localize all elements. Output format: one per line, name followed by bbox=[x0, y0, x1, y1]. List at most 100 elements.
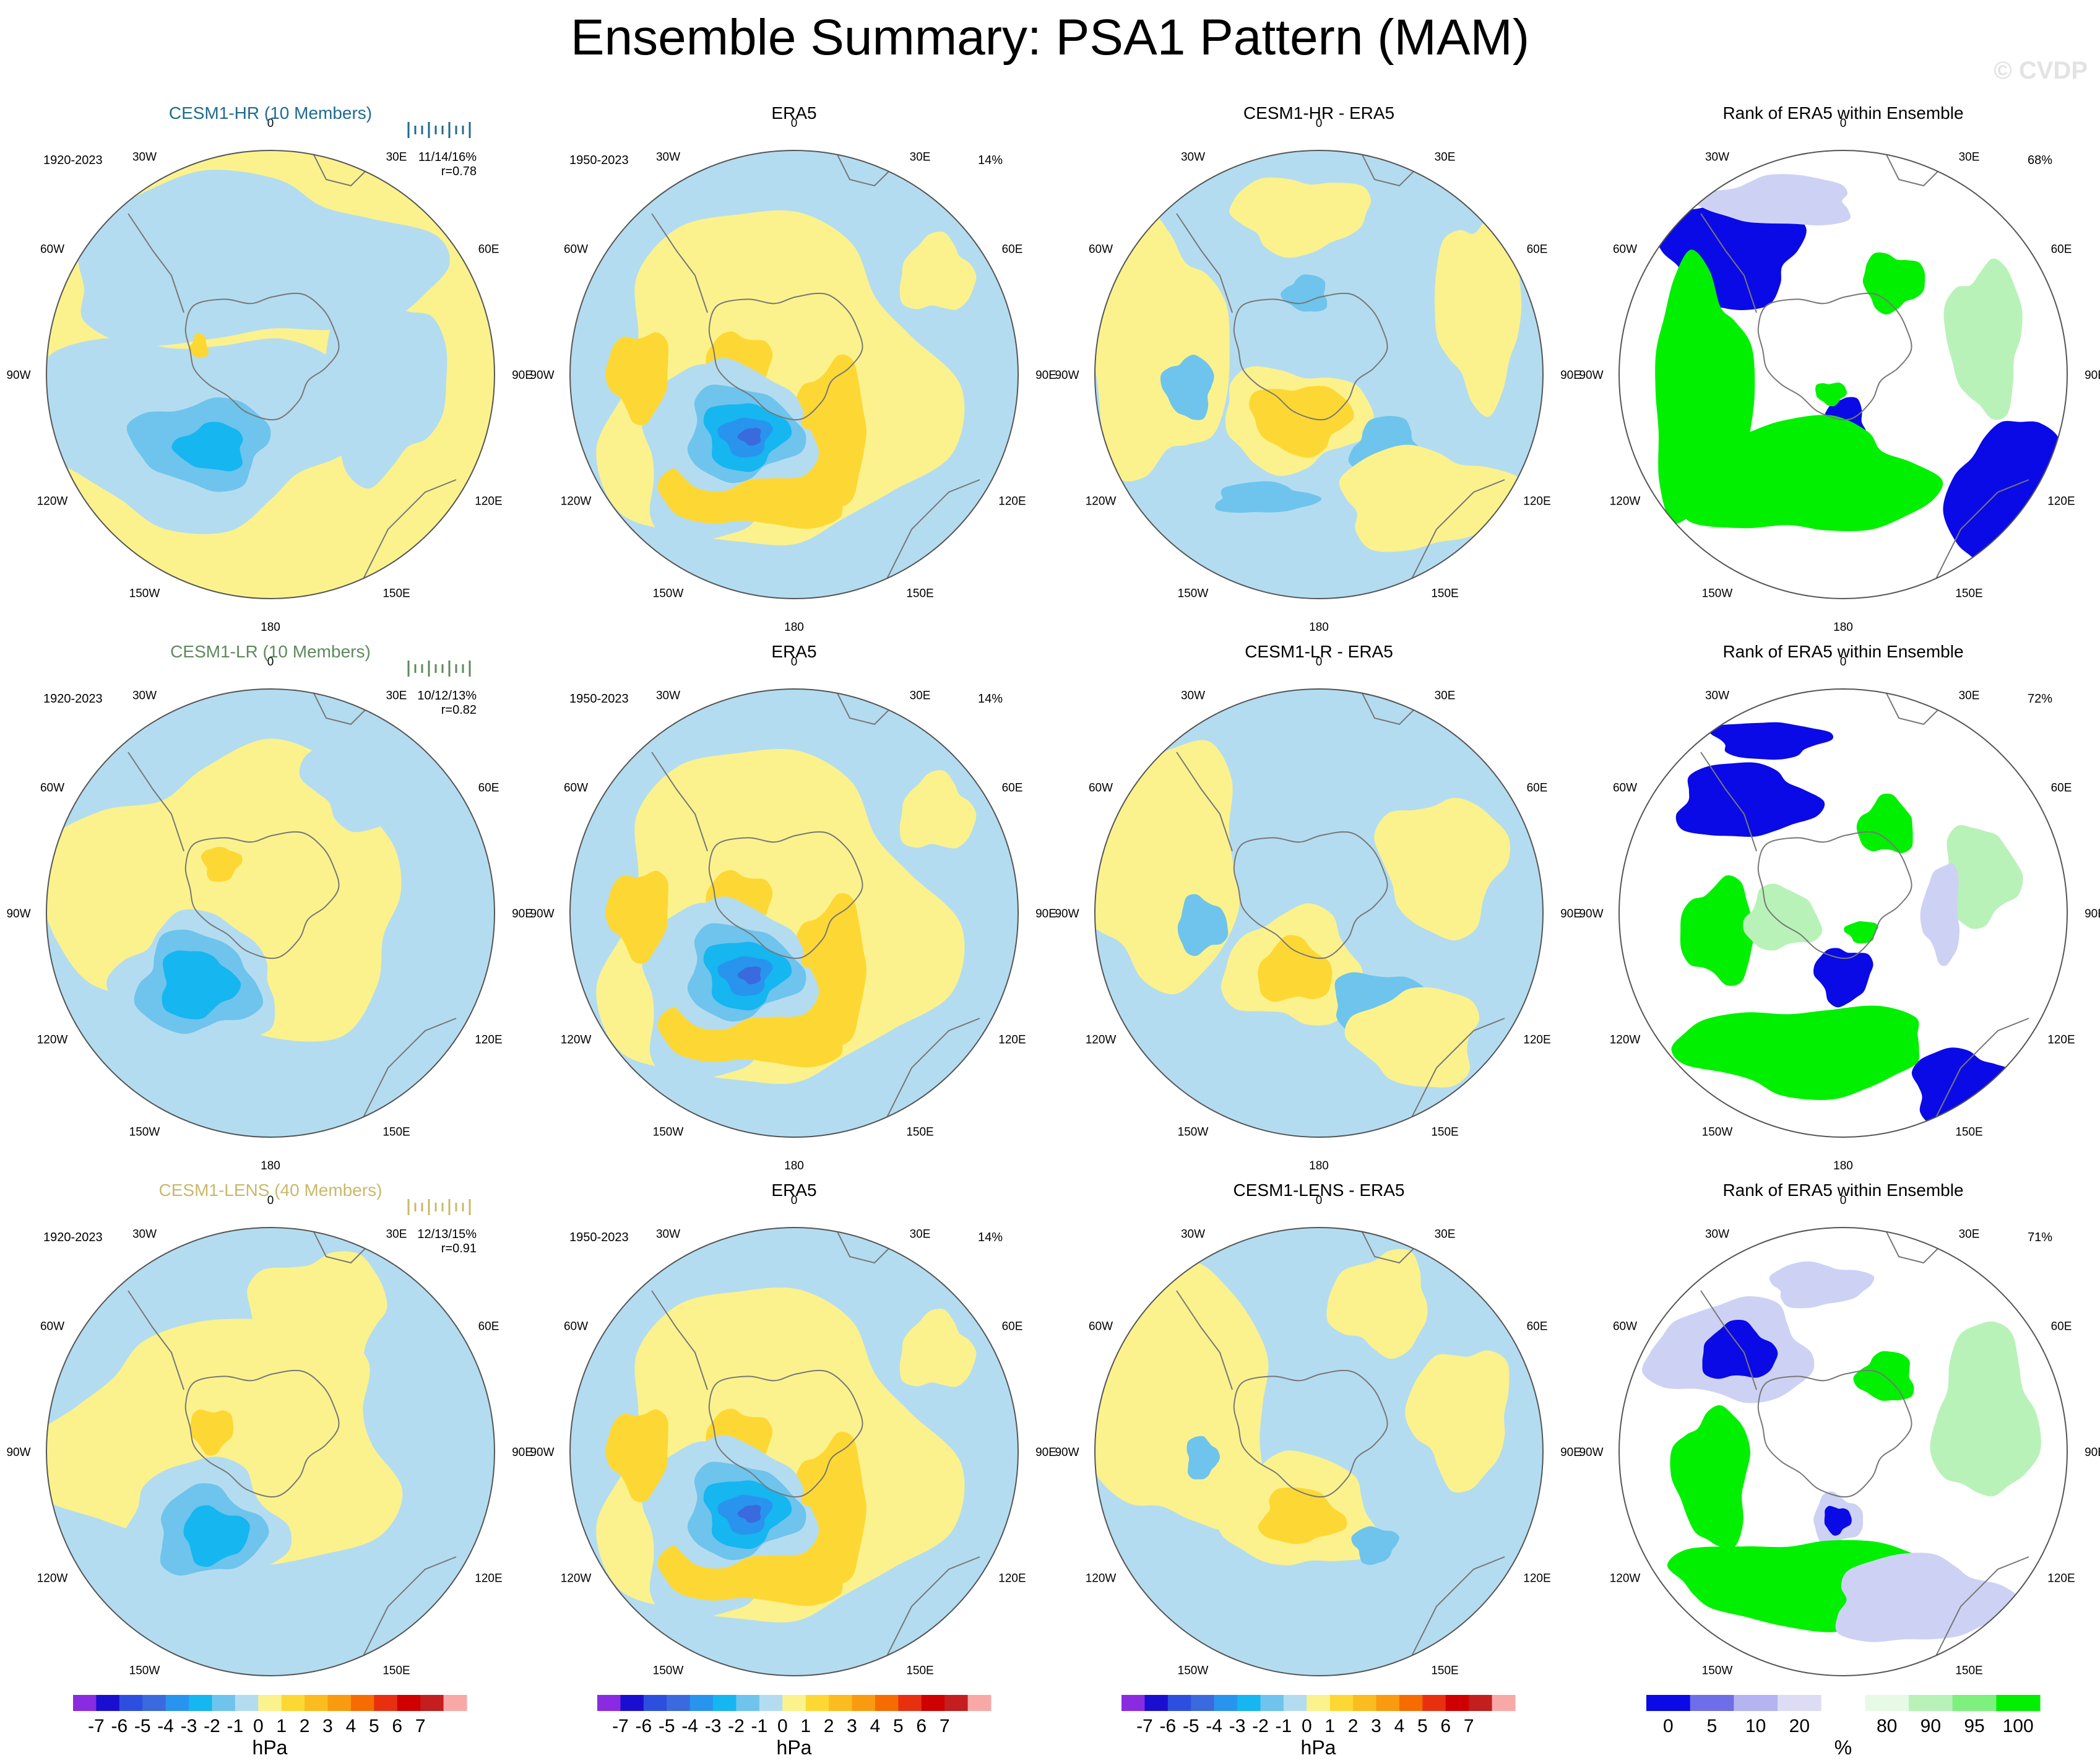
contour-region bbox=[801, 401, 823, 434]
contour-region bbox=[1671, 1005, 1920, 1100]
colorbar-swatch bbox=[1237, 1695, 1261, 1711]
africa-outline bbox=[313, 1231, 370, 1264]
longitude-label: 60W bbox=[1613, 782, 1637, 795]
longitude-label: 150W bbox=[129, 587, 160, 600]
contour-region bbox=[605, 332, 668, 425]
model-r: r=0.91 bbox=[441, 1242, 477, 1255]
colorbar-swatch bbox=[350, 1695, 374, 1711]
longitude-label: 90W bbox=[6, 907, 30, 920]
contour-region bbox=[1351, 1526, 1399, 1566]
longitude-label: 180 bbox=[261, 621, 280, 634]
contour-region bbox=[899, 1309, 977, 1387]
antarctica-outline bbox=[184, 831, 340, 959]
longitude-label: 90W bbox=[1055, 1446, 1079, 1459]
obs-pct: 14% bbox=[978, 1231, 1003, 1244]
contour-region bbox=[1258, 1488, 1347, 1544]
colorbar-label: -4 bbox=[157, 1716, 174, 1736]
longitude-label: 30W bbox=[1705, 151, 1729, 164]
longitude-label: 90W bbox=[1579, 1446, 1603, 1459]
contour-region bbox=[1229, 177, 1372, 258]
colorbar-swatch bbox=[142, 1695, 166, 1711]
model-period: 1920-2023 bbox=[43, 1231, 103, 1244]
colorbar-unit: hPa bbox=[777, 1736, 812, 1759]
africa-outline bbox=[1886, 154, 1943, 187]
australia-outline bbox=[1411, 1018, 1505, 1118]
colorbar-swatch bbox=[327, 1695, 352, 1711]
colorbar-swatch bbox=[967, 1695, 992, 1711]
longitude-label: 30W bbox=[656, 690, 680, 703]
longitude-label: 30W bbox=[132, 1228, 157, 1241]
colorbar-swatch bbox=[281, 1695, 305, 1711]
colorbar-swatch bbox=[1399, 1695, 1423, 1711]
south-america-outline bbox=[127, 213, 184, 313]
australia-outline bbox=[1411, 479, 1505, 579]
contour-region bbox=[1670, 1405, 1750, 1549]
map-field bbox=[1619, 689, 2067, 1137]
longitude-label: 120E bbox=[2047, 1034, 2075, 1047]
antarctica-outline bbox=[1757, 831, 1912, 959]
colorbar-label: 90 bbox=[1921, 1716, 1941, 1736]
contour-region bbox=[1095, 740, 1240, 995]
map-field bbox=[570, 689, 1018, 1137]
contour-region bbox=[189, 333, 209, 358]
south-america-outline bbox=[1176, 752, 1233, 852]
longitude-label: 0 bbox=[1316, 117, 1323, 130]
longitude-label: 0 bbox=[1840, 117, 1847, 130]
longitude-label: 60E bbox=[2051, 243, 2072, 256]
colorbar-unit: % bbox=[1834, 1736, 1852, 1759]
longitude-label: 90W bbox=[1579, 907, 1603, 920]
contour-region bbox=[1405, 1350, 1510, 1493]
contour-region bbox=[1743, 883, 1823, 951]
south-america-outline bbox=[1176, 213, 1233, 313]
antarctica-outline bbox=[708, 1369, 863, 1498]
longitude-label: 120E bbox=[998, 495, 1026, 508]
colorbar-label: -4 bbox=[681, 1716, 698, 1736]
colorbar-label: -4 bbox=[1206, 1716, 1222, 1736]
longitude-label: 60W bbox=[564, 243, 588, 256]
contour-region bbox=[1813, 948, 1873, 1008]
colorbar-label: 5 bbox=[1707, 1716, 1718, 1736]
africa-outline bbox=[1362, 154, 1419, 187]
australia-outline bbox=[363, 1018, 457, 1118]
map-frame bbox=[1094, 150, 1544, 599]
longitude-label: 150E bbox=[382, 587, 410, 600]
longitude-label: 120W bbox=[561, 1572, 592, 1585]
colorbar-swatch bbox=[1144, 1695, 1169, 1711]
colorbar-swatch bbox=[1329, 1695, 1354, 1711]
map-frame bbox=[1094, 688, 1544, 1138]
diff-title: CESM1-HR - ERA5 bbox=[1243, 103, 1394, 123]
longitude-label: 90E bbox=[512, 907, 533, 920]
map-field bbox=[1095, 1228, 1543, 1676]
longitude-label: 60W bbox=[40, 782, 64, 795]
longitude-label: 120E bbox=[998, 1034, 1026, 1047]
contour-region bbox=[737, 428, 761, 446]
colorbar-label: 0 bbox=[1302, 1716, 1312, 1736]
australia-outline bbox=[886, 1018, 980, 1118]
colorbar-label: -6 bbox=[1159, 1716, 1176, 1736]
contour-region bbox=[247, 1251, 387, 1375]
contour-region bbox=[183, 1505, 250, 1567]
longitude-label: 60W bbox=[40, 243, 64, 256]
colorbar-label: -1 bbox=[751, 1716, 768, 1736]
contour-region bbox=[1815, 382, 1847, 407]
longitude-label: 60E bbox=[2051, 1320, 2072, 1333]
longitude-label: 120W bbox=[37, 1034, 68, 1047]
longitude-label: 120E bbox=[2047, 1572, 2075, 1585]
colorbar-label: 5 bbox=[893, 1716, 904, 1736]
hpa-colorbar: -7 -6 -5 -4 -3 -2 -1 0 1 2 3 4 5 6 7 hPa bbox=[1121, 1695, 1516, 1759]
colorbar-label: 1 bbox=[276, 1716, 287, 1736]
contour-region bbox=[737, 966, 761, 985]
longitude-label: 90E bbox=[2085, 369, 2100, 382]
rank-title: Rank of ERA5 within Ensemble bbox=[1722, 103, 1963, 123]
map-field bbox=[46, 1228, 495, 1676]
map-frame bbox=[569, 688, 1019, 1138]
colorbar-swatch bbox=[759, 1695, 783, 1711]
africa-outline bbox=[1362, 693, 1419, 726]
colorbar-swatch bbox=[119, 1695, 143, 1711]
colorbar-swatch bbox=[898, 1695, 922, 1711]
rank-title: Rank of ERA5 within Ensemble bbox=[1722, 642, 1963, 661]
longitude-label: 150W bbox=[653, 1664, 684, 1677]
colorbar-label: -2 bbox=[1252, 1716, 1269, 1736]
colorbar-swatch bbox=[1260, 1695, 1284, 1711]
